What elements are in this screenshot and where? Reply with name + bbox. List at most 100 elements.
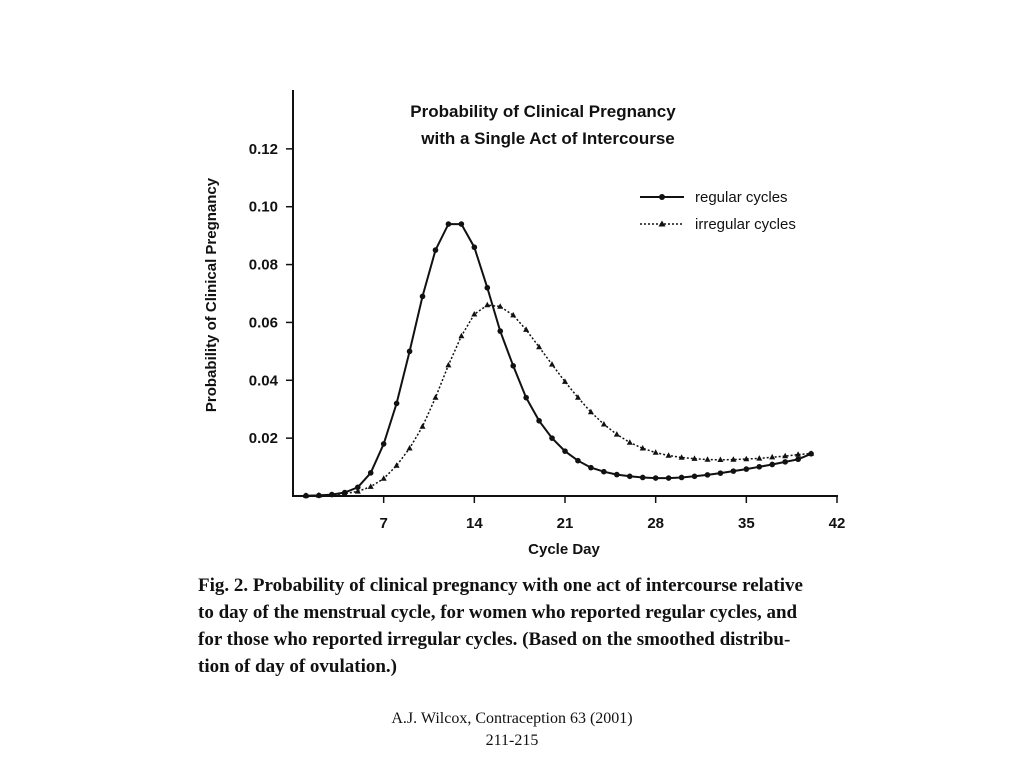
axes bbox=[292, 90, 838, 497]
series-line bbox=[305, 223, 812, 497]
data-point bbox=[419, 293, 426, 300]
data-point bbox=[678, 454, 685, 460]
data-point bbox=[730, 468, 737, 474]
chart: 0.02 0.04 0.06 0.08 0.10 0.12 7 14 21 28 35 42 Prob… bbox=[203, 90, 846, 558]
data-point bbox=[380, 441, 387, 447]
data-point bbox=[393, 400, 400, 407]
data-point bbox=[445, 361, 452, 368]
data-point bbox=[704, 456, 711, 462]
data-point bbox=[562, 448, 568, 454]
data-point bbox=[523, 326, 530, 332]
data-point bbox=[613, 431, 620, 437]
series-irregular-cycles bbox=[303, 301, 815, 498]
data-point bbox=[497, 303, 504, 309]
data-point bbox=[614, 471, 620, 478]
data-point bbox=[303, 492, 309, 498]
data-point bbox=[367, 470, 374, 476]
data-point bbox=[782, 459, 788, 465]
y-axis-title: Probability of Clinical Pregnancy bbox=[203, 177, 220, 412]
data-point bbox=[665, 475, 672, 481]
caption-line-4: tion of day of ovulation.) bbox=[198, 656, 397, 677]
legend-marker-regular bbox=[659, 194, 665, 200]
y-tick-label: 0.08 bbox=[249, 257, 278, 274]
data-point bbox=[600, 421, 607, 427]
legend-label-irregular: irregular cycles bbox=[695, 216, 796, 233]
data-point bbox=[510, 311, 517, 318]
source-citation: A.J. Wilcox, Contraception 63 (2001) 211… bbox=[340, 708, 684, 752]
y-tick-label: 0.12 bbox=[249, 141, 278, 158]
figure-caption: Fig. 2. Probability of clinical pregnanc… bbox=[198, 572, 858, 680]
data-point bbox=[575, 457, 581, 464]
data-point bbox=[523, 394, 529, 401]
data-point bbox=[691, 455, 698, 461]
x-tick-label: 7 bbox=[379, 515, 387, 532]
x-tick-label: 42 bbox=[829, 515, 846, 532]
legend-marker-irregular bbox=[658, 220, 666, 227]
data-point bbox=[562, 378, 568, 384]
data-point bbox=[406, 348, 413, 355]
data-point bbox=[717, 470, 724, 476]
data-point bbox=[782, 452, 789, 459]
data-point bbox=[587, 408, 594, 415]
data-point bbox=[549, 435, 555, 441]
data-point bbox=[484, 284, 491, 291]
data-point bbox=[639, 445, 646, 451]
data-point bbox=[471, 244, 478, 251]
data-point bbox=[704, 472, 711, 478]
data-point bbox=[795, 451, 802, 457]
data-point bbox=[458, 221, 465, 227]
chart-title-line-2: with a Single Act of Intercourse bbox=[420, 129, 674, 148]
data-point bbox=[743, 455, 750, 462]
series-regular-cycles bbox=[303, 221, 814, 499]
caption-line-3: for those who reported irregular cycles.… bbox=[198, 629, 791, 650]
data-point bbox=[808, 450, 815, 456]
data-point bbox=[406, 445, 413, 451]
chart-title-line-1: Probability of Clinical Pregnancy bbox=[410, 102, 676, 121]
data-point bbox=[795, 456, 801, 463]
x-tick-label: 35 bbox=[738, 515, 755, 532]
data-point bbox=[432, 394, 439, 400]
data-point bbox=[756, 455, 763, 461]
x-tick-label: 14 bbox=[466, 515, 483, 532]
data-point bbox=[471, 311, 478, 317]
data-point bbox=[354, 488, 361, 494]
data-point bbox=[691, 473, 698, 480]
y-tick-label: 0.02 bbox=[249, 430, 278, 447]
y-tick-label: 0.10 bbox=[249, 199, 278, 216]
data-point bbox=[588, 464, 594, 471]
data-point bbox=[769, 461, 776, 468]
x-tick-label: 28 bbox=[647, 515, 664, 532]
data-point bbox=[717, 456, 724, 462]
data-point bbox=[367, 483, 374, 489]
data-point bbox=[484, 301, 491, 308]
source-line-1: A.J. Wilcox, Contraception 63 (2001) bbox=[391, 710, 633, 727]
data-point bbox=[510, 363, 516, 369]
data-point bbox=[536, 417, 542, 424]
data-point bbox=[354, 484, 361, 491]
data-point bbox=[458, 332, 465, 339]
data-point bbox=[536, 343, 543, 350]
data-point bbox=[601, 468, 607, 475]
data-point bbox=[652, 449, 659, 455]
data-point bbox=[756, 463, 763, 470]
data-point bbox=[769, 453, 776, 460]
source-line-2: 211-215 bbox=[485, 732, 539, 749]
data-point bbox=[626, 473, 633, 480]
ticks: 0.02 0.04 0.06 0.08 0.10 0.12 7 14 21 28 35 42 bbox=[249, 141, 846, 532]
caption-line-1: Fig. 2. Probability of clinical pregnanc… bbox=[198, 575, 803, 596]
data-point bbox=[549, 361, 555, 367]
data-point bbox=[678, 474, 685, 481]
data-point bbox=[445, 221, 452, 227]
data-point bbox=[575, 394, 581, 400]
data-point bbox=[730, 456, 737, 462]
data-point bbox=[328, 491, 335, 497]
data-point bbox=[393, 462, 400, 468]
series-layer bbox=[303, 221, 815, 499]
series-line bbox=[305, 304, 812, 497]
data-point bbox=[419, 423, 426, 429]
data-point bbox=[432, 247, 439, 253]
data-point bbox=[639, 474, 646, 481]
x-axis-title: Cycle Day bbox=[528, 541, 600, 558]
data-point bbox=[380, 475, 387, 481]
data-point bbox=[743, 466, 750, 472]
